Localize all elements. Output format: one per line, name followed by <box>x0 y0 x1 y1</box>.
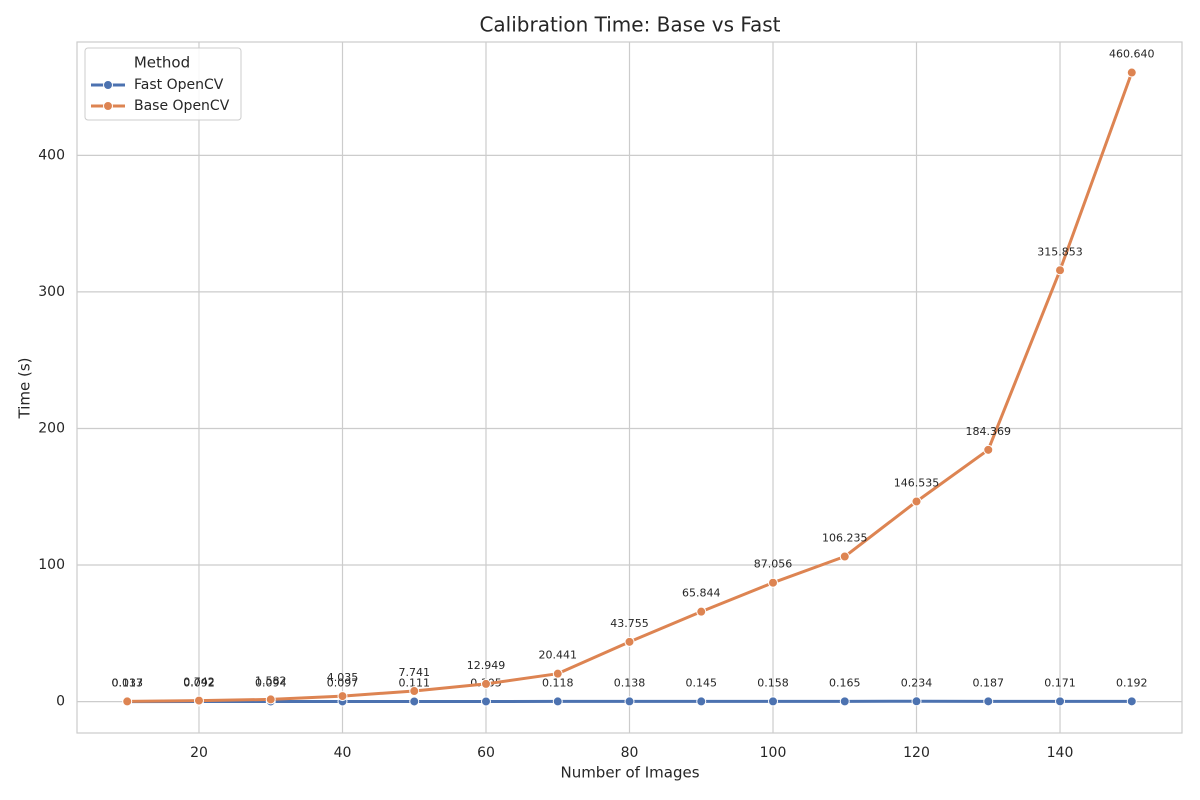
point <box>265 694 276 705</box>
series-layer: 0.0170.0920.0940.0970.1110.1050.1180.138… <box>111 48 1155 707</box>
y-tick-label: 200 <box>38 420 65 436</box>
point <box>839 696 850 707</box>
point <box>122 696 133 707</box>
x-tick-label: 80 <box>621 745 639 761</box>
point <box>193 695 204 706</box>
x-tick-label: 100 <box>760 745 787 761</box>
value-label: 20.441 <box>538 649 577 662</box>
point <box>983 444 994 455</box>
point <box>911 496 922 507</box>
legend-marker <box>103 101 113 111</box>
value-label: 87.056 <box>754 558 793 571</box>
y-tick-label: 300 <box>38 284 65 300</box>
value-label: 184.369 <box>966 425 1012 438</box>
value-label: 0.017 <box>111 677 143 690</box>
value-label: 0.165 <box>829 676 861 689</box>
point <box>1055 696 1066 707</box>
value-label: 12.949 <box>467 659 506 672</box>
point <box>409 696 420 707</box>
value-label: 315.853 <box>1037 245 1083 258</box>
chart-title: Calibration Time: Base vs Fast <box>479 13 780 37</box>
value-label: 106.235 <box>822 532 868 545</box>
legend-label: Fast OpenCV <box>134 77 224 93</box>
value-label: 0.092 <box>183 676 215 689</box>
legend-label: Base OpenCV <box>134 98 230 114</box>
value-label: 0.234 <box>901 676 933 689</box>
point <box>409 686 420 697</box>
y-tick-label: 400 <box>38 147 65 163</box>
point <box>1126 67 1137 78</box>
point <box>624 696 635 707</box>
value-label: 0.192 <box>1116 676 1148 689</box>
point <box>696 606 707 617</box>
point <box>552 696 563 707</box>
legend: Method Fast OpenCV Base OpenCV <box>84 47 242 121</box>
value-label: 4.035 <box>327 671 359 684</box>
y-tick-label: 100 <box>38 557 65 573</box>
y-axis-label: Time (s) <box>16 358 34 420</box>
point <box>839 551 850 562</box>
grid: 0 100 200 300 400 20 40 60 80 100 120 140 <box>38 42 1182 761</box>
value-label: 7.741 <box>398 666 430 679</box>
point <box>768 577 779 588</box>
point <box>1055 265 1066 276</box>
legend-title: Method <box>134 54 190 72</box>
point <box>911 696 922 707</box>
value-label: 146.535 <box>894 476 940 489</box>
value-label: 43.755 <box>610 617 649 630</box>
value-label: 0.133 <box>111 676 143 689</box>
value-label: 0.138 <box>614 676 646 689</box>
x-tick-label: 120 <box>903 745 930 761</box>
value-label: 0.171 <box>1044 676 1076 689</box>
x-tick-label: 40 <box>334 745 352 761</box>
value-label: 460.640 <box>1109 48 1155 61</box>
value-label: 0.111 <box>398 676 430 689</box>
legend-marker <box>103 80 113 90</box>
point <box>624 636 635 647</box>
point <box>480 678 491 689</box>
x-tick-label: 20 <box>190 745 208 761</box>
legend-box <box>84 47 242 121</box>
value-label: 65.844 <box>682 587 721 600</box>
x-tick-label: 60 <box>477 745 495 761</box>
x-tick-label: 140 <box>1047 745 1074 761</box>
value-label: 0.158 <box>757 676 789 689</box>
value-label: 0.094 <box>255 676 287 689</box>
value-label: 0.118 <box>542 676 574 689</box>
point <box>337 691 348 702</box>
x-axis-label: Number of Images <box>560 764 699 782</box>
point <box>983 696 994 707</box>
point <box>696 696 707 707</box>
value-label: 0.187 <box>973 676 1005 689</box>
value-label: 0.097 <box>327 676 359 689</box>
point <box>480 696 491 707</box>
point <box>552 668 563 679</box>
value-label: 0.145 <box>686 676 718 689</box>
point <box>768 696 779 707</box>
value-label: 1.582 <box>255 674 287 687</box>
y-tick-label: 0 <box>56 694 65 710</box>
point <box>1126 696 1137 707</box>
value-label: 0.742 <box>183 676 215 689</box>
